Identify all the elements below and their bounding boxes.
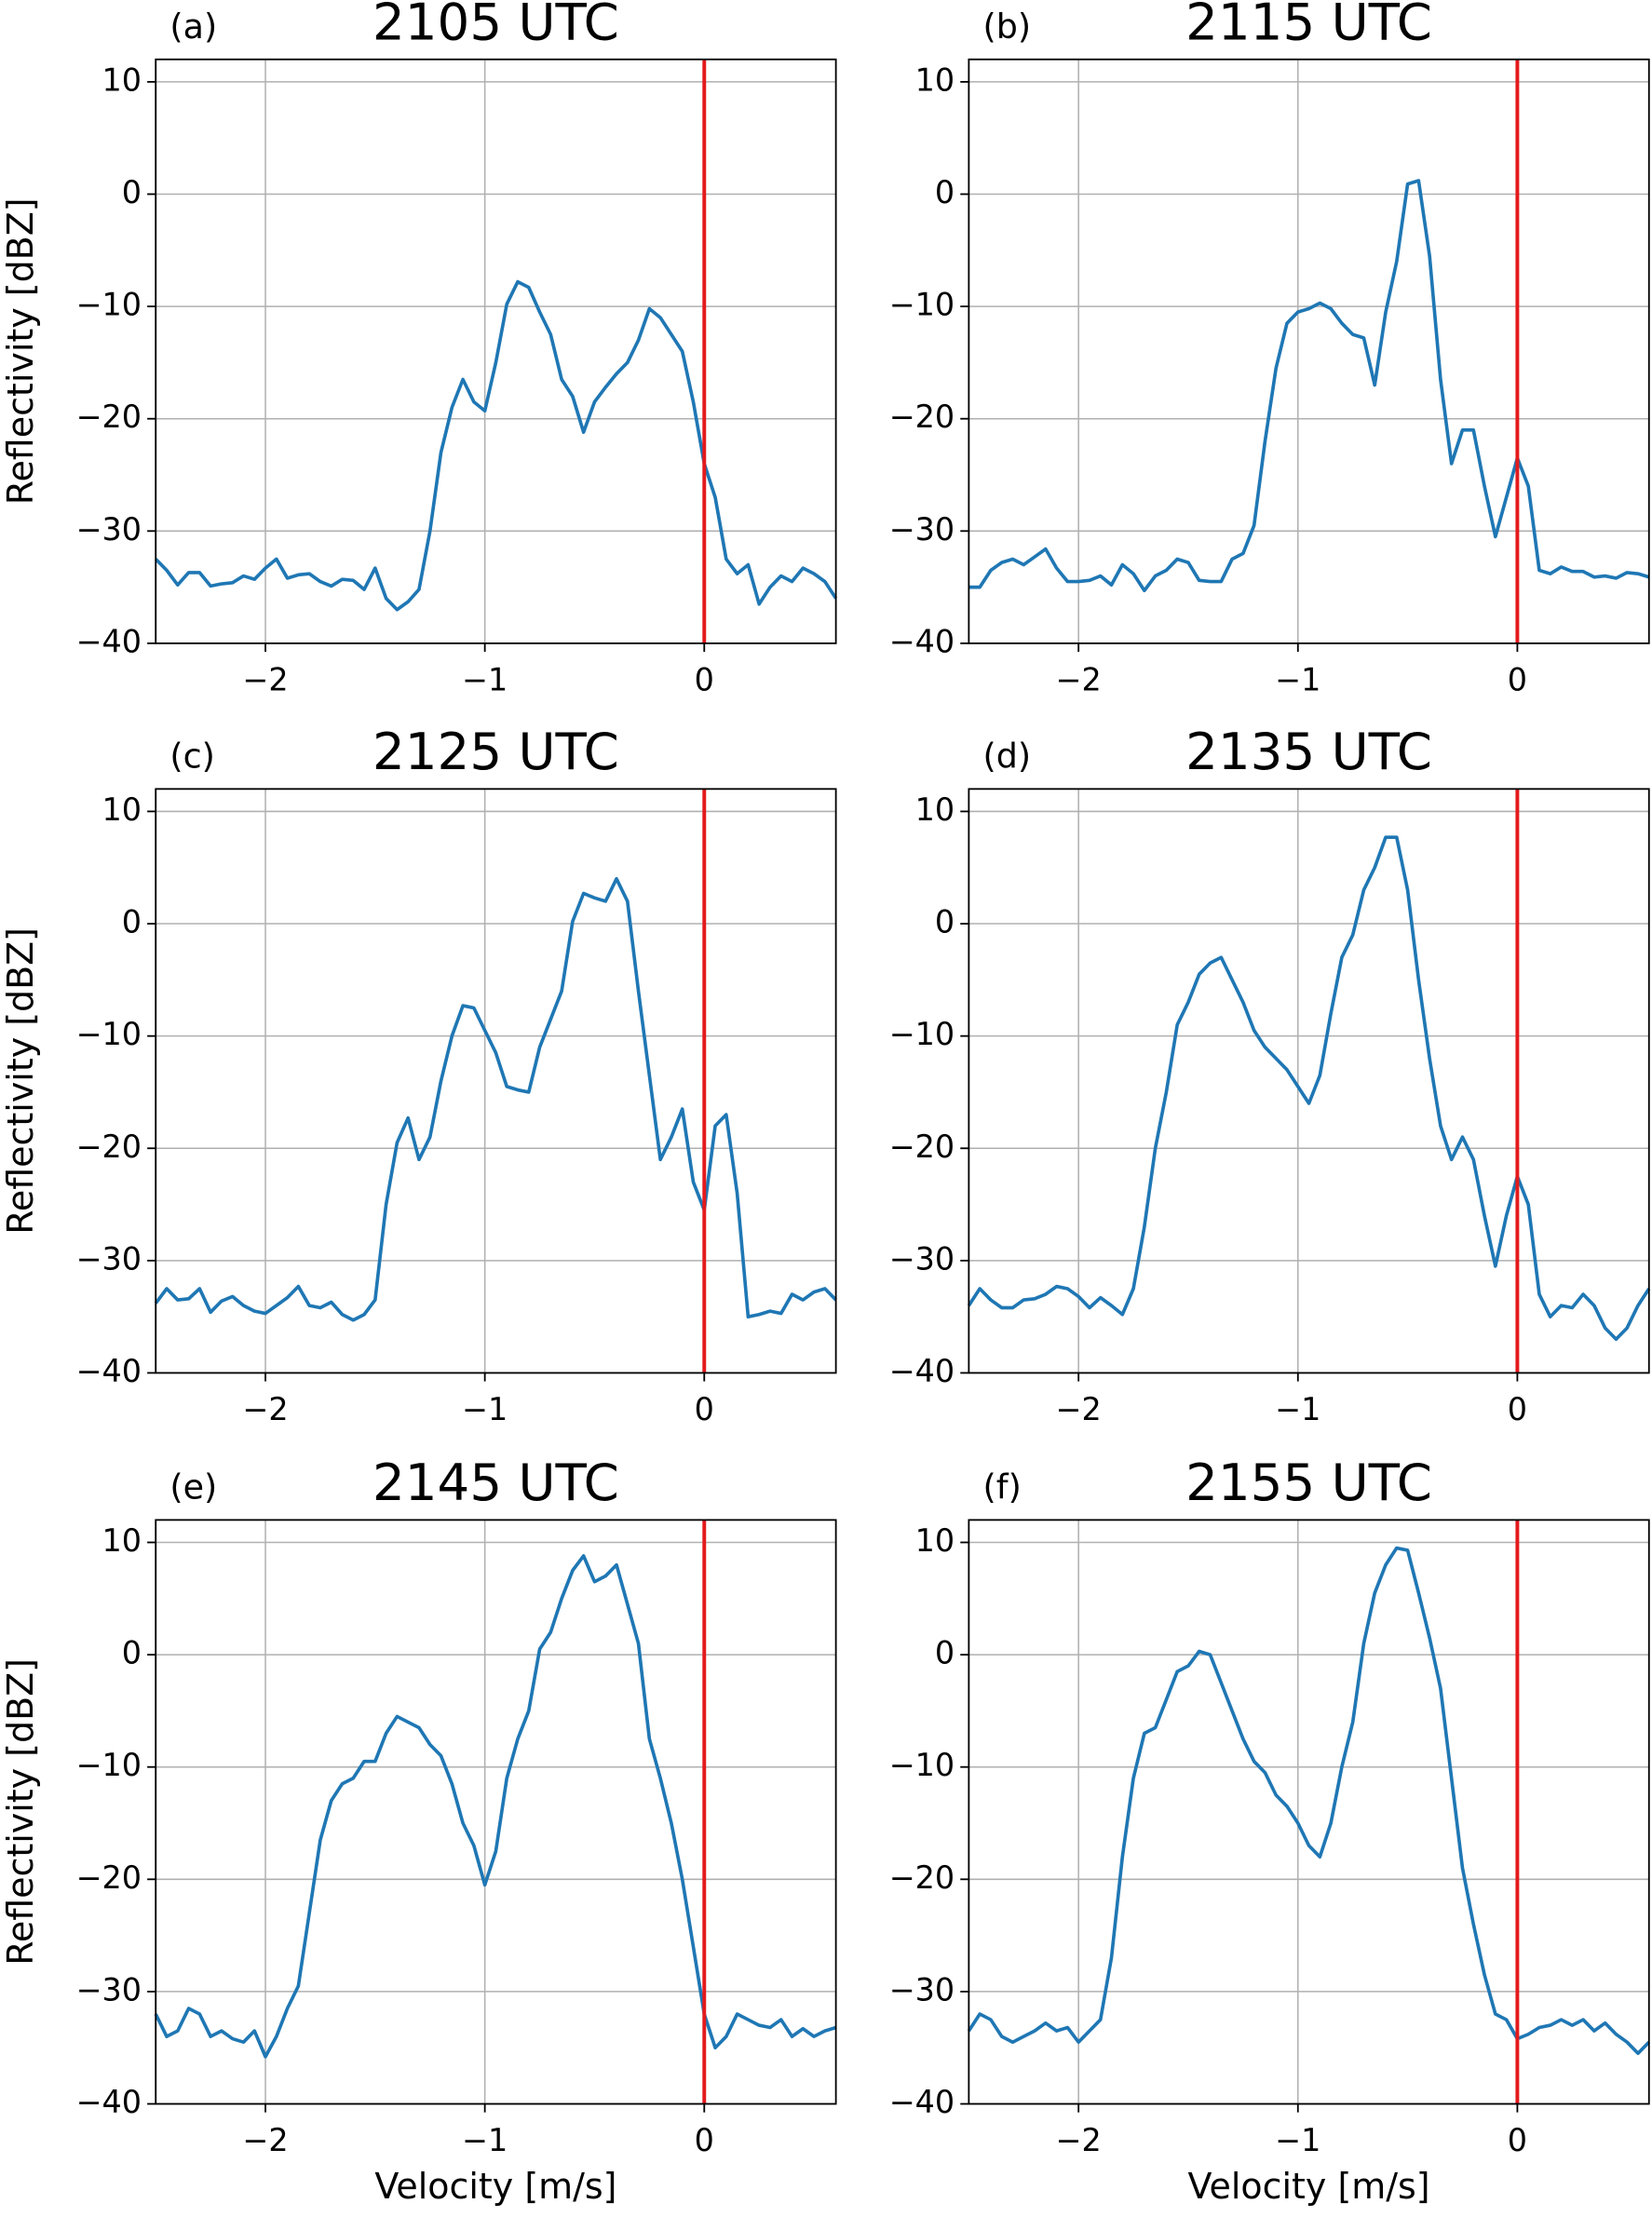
y-tick-label: −20 (76, 1129, 142, 1165)
y-tick-label: 0 (935, 174, 955, 210)
y-tick-label: −20 (76, 1859, 142, 1896)
x-tick-label: −1 (1275, 2122, 1320, 2158)
panel-title: 2135 UTC (1185, 722, 1432, 781)
x-tick-label: −2 (242, 2122, 288, 2158)
y-tick-label: −40 (889, 2084, 955, 2120)
y-tick-label: −30 (889, 1971, 955, 2007)
y-tick-label: 0 (122, 1635, 142, 1671)
panel-label: (e) (169, 1467, 217, 1507)
y-axis-label: Reflectivity [dBZ] (0, 197, 41, 505)
axes-frame (968, 1519, 1650, 2105)
x-tick-label: 0 (1508, 2122, 1527, 2158)
y-tick-label: −40 (76, 2084, 142, 2120)
y-tick-label: −30 (76, 1971, 142, 2007)
y-tick-label: −20 (889, 399, 955, 435)
y-tick-label: −10 (889, 1016, 955, 1052)
y-tick-label: 10 (102, 1522, 142, 1559)
y-tick-label: −40 (76, 1353, 142, 1389)
y-tick-label: 10 (915, 61, 955, 98)
panel-title: 2145 UTC (372, 1453, 619, 1512)
x-tick-label: −2 (242, 661, 288, 697)
y-tick-label: 10 (915, 791, 955, 828)
data-line (154, 1554, 837, 2059)
y-tick-label: −10 (889, 1747, 955, 1783)
y-tick-label: −10 (76, 1747, 142, 1783)
x-tick-label: 0 (1508, 1391, 1527, 1427)
y-tick-label: 10 (102, 61, 142, 98)
y-tick-label: −20 (889, 1859, 955, 1896)
x-tick-label: 0 (1508, 661, 1527, 697)
axes-frame (155, 58, 837, 644)
y-tick-label: 10 (102, 791, 142, 828)
data-line (967, 835, 1651, 1342)
x-tick-label: −2 (1056, 2122, 1102, 2158)
x-tick-label: 0 (695, 661, 714, 697)
panel-label: (d) (983, 736, 1032, 776)
y-tick-label: −10 (76, 1016, 142, 1052)
y-axis-label: Reflectivity [dBZ] (0, 927, 41, 1235)
panel-title: 2115 UTC (1185, 0, 1432, 51)
x-tick-label: −1 (1275, 1391, 1320, 1427)
x-axis-label: Velocity [m/s] (374, 2166, 616, 2207)
y-tick-label: −30 (76, 1240, 142, 1277)
x-tick-label: −2 (1056, 661, 1102, 697)
data-line (968, 179, 1650, 593)
x-tick-label: −1 (462, 2122, 508, 2158)
axes-frame (155, 788, 837, 1374)
panel-title: 2155 UTC (1185, 1453, 1432, 1512)
y-tick-label: −40 (76, 623, 142, 659)
y-tick-label: 0 (122, 174, 142, 210)
y-tick-label: 0 (122, 904, 142, 940)
panel-label: (a) (169, 7, 217, 47)
x-tick-label: 0 (695, 1391, 714, 1427)
x-tick-label: −1 (462, 1391, 508, 1427)
y-tick-label: −20 (76, 399, 142, 435)
axes-frame (155, 1519, 837, 2105)
panel-label: (f) (983, 1467, 1022, 1507)
y-tick-label: 0 (935, 1635, 955, 1671)
panel-label: (b) (983, 7, 1032, 47)
y-tick-label: −30 (889, 511, 955, 547)
y-tick-label: −20 (889, 1129, 955, 1165)
x-tick-label: −2 (1056, 1391, 1102, 1427)
x-tick-label: −2 (242, 1391, 288, 1427)
panel-title: 2105 UTC (372, 0, 619, 51)
x-axis-label: Velocity [m/s] (1188, 2166, 1430, 2207)
axes-frame (968, 788, 1650, 1374)
y-tick-label: −40 (889, 623, 955, 659)
y-tick-label: 10 (915, 1522, 955, 1559)
y-tick-label: −40 (889, 1353, 955, 1389)
x-tick-label: −1 (1275, 661, 1320, 697)
y-tick-label: −30 (889, 1240, 955, 1277)
data-line (154, 279, 838, 612)
x-tick-label: −1 (462, 661, 508, 697)
y-axis-label: Reflectivity [dBZ] (0, 1658, 41, 1966)
data-line (967, 1546, 1651, 2056)
axes-frame (968, 58, 1650, 644)
y-tick-label: −30 (76, 511, 142, 547)
x-tick-label: 0 (695, 2122, 714, 2158)
y-tick-label: −10 (76, 287, 142, 323)
panel-title: 2125 UTC (372, 722, 619, 781)
y-tick-label: −10 (889, 287, 955, 323)
data-line (154, 876, 837, 1322)
y-tick-label: 0 (935, 904, 955, 940)
panel-label: (c) (169, 736, 214, 776)
